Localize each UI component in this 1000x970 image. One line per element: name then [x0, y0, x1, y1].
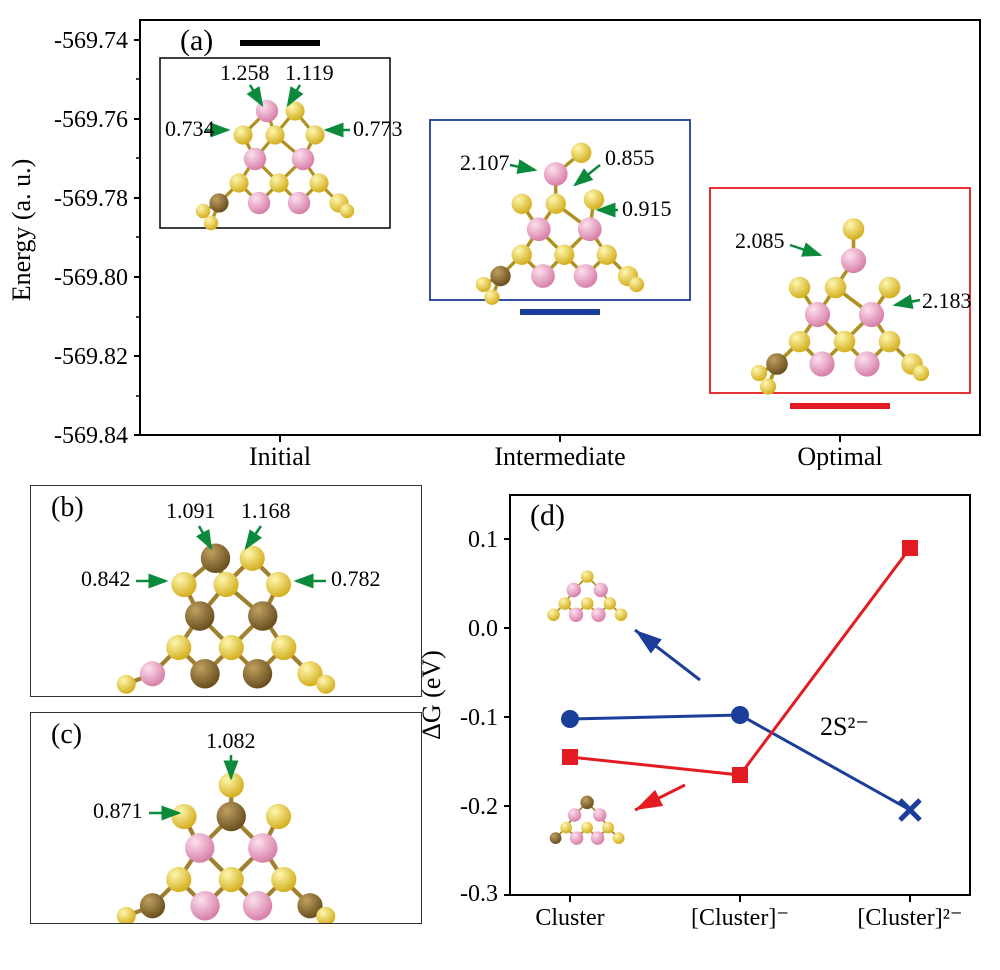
y-axis-d: 0.1 0.0 -0.1 -0.2 -0.3 ΔG (eV)	[420, 527, 510, 907]
b-ann-4: 0.782	[331, 566, 381, 591]
panel-d: 0.1 0.0 -0.1 -0.2 -0.3 ΔG (eV) Cluster […	[420, 485, 980, 935]
d-ytick-1: -0.2	[460, 794, 498, 820]
xlabel-2: Optimal	[797, 442, 882, 470]
ann-b2: 0.855	[605, 145, 655, 170]
x-axis: Initial Intermediate Optimal	[249, 435, 883, 470]
red-pt-0	[562, 749, 578, 765]
d-ytick-2: -0.1	[460, 705, 498, 731]
xlabel-0: Initial	[249, 442, 311, 470]
ann-c1: 2.085	[735, 228, 785, 253]
panel-c-label: (c)	[51, 719, 82, 750]
panel-a-svg: -569.74 -569.76 -569.78 -569.80 -569.82 …	[10, 10, 990, 470]
d-text-ann: 2S²⁻	[820, 712, 869, 741]
red-pt-2	[902, 540, 918, 556]
ann-a2: 1.119	[285, 60, 334, 85]
ann-b3: 0.915	[622, 196, 672, 221]
marker-optimal	[790, 403, 890, 409]
b-ann-2: 1.168	[241, 498, 291, 523]
ann-a1: 1.258	[220, 60, 270, 85]
xlabel-1: Intermediate	[494, 442, 625, 470]
d-ytick-3: 0.0	[468, 616, 498, 642]
ytick-4: -569.82	[54, 344, 128, 370]
ytick-2: -569.78	[54, 186, 128, 212]
c-ann-2: 0.871	[93, 798, 143, 823]
d-x1: [Cluster]⁻	[691, 905, 789, 931]
marker-initial	[240, 40, 320, 46]
panel-c: (c)	[30, 712, 422, 924]
y-axis: -569.74 -569.76 -569.78 -569.80 -569.82 …	[10, 28, 140, 449]
red-pt-1	[732, 767, 748, 783]
ytick-0: -569.74	[54, 28, 128, 54]
ann-a4: 0.773	[353, 116, 403, 141]
d-x2: [Cluster]²⁻	[857, 905, 962, 931]
d-ytick-0: -0.3	[460, 881, 498, 907]
ann-b1: 2.107	[460, 150, 510, 175]
panel-d-label: (d)	[530, 499, 565, 532]
ytick-3: -569.80	[54, 265, 128, 291]
d-ylabel: ΔG (eV)	[420, 650, 446, 740]
blue-pt-0	[561, 710, 579, 728]
panel-a-label: (a)	[180, 24, 213, 57]
panel-b: (b)	[30, 485, 422, 697]
b-ann-3: 0.842	[81, 566, 131, 591]
marker-intermediate	[520, 309, 600, 315]
panel-a: -569.74 -569.76 -569.78 -569.80 -569.82 …	[10, 10, 990, 470]
blue-pt-1	[731, 706, 749, 724]
ann-c2: 2.183	[922, 288, 972, 313]
x-axis-d: Cluster [Cluster]⁻ [Cluster]²⁻	[535, 895, 962, 931]
ytick-1: -569.76	[54, 107, 128, 133]
y-axis-label: Energy (a. u.)	[10, 159, 36, 301]
d-x0: Cluster	[535, 905, 604, 931]
d-ytick-4: 0.1	[468, 527, 498, 553]
panel-b-label: (b)	[51, 492, 84, 523]
ann-a3: 0.734	[165, 116, 215, 141]
c-ann-1: 1.082	[206, 728, 256, 753]
ytick-5: -569.84	[54, 423, 128, 449]
b-ann-1: 1.091	[166, 498, 216, 523]
